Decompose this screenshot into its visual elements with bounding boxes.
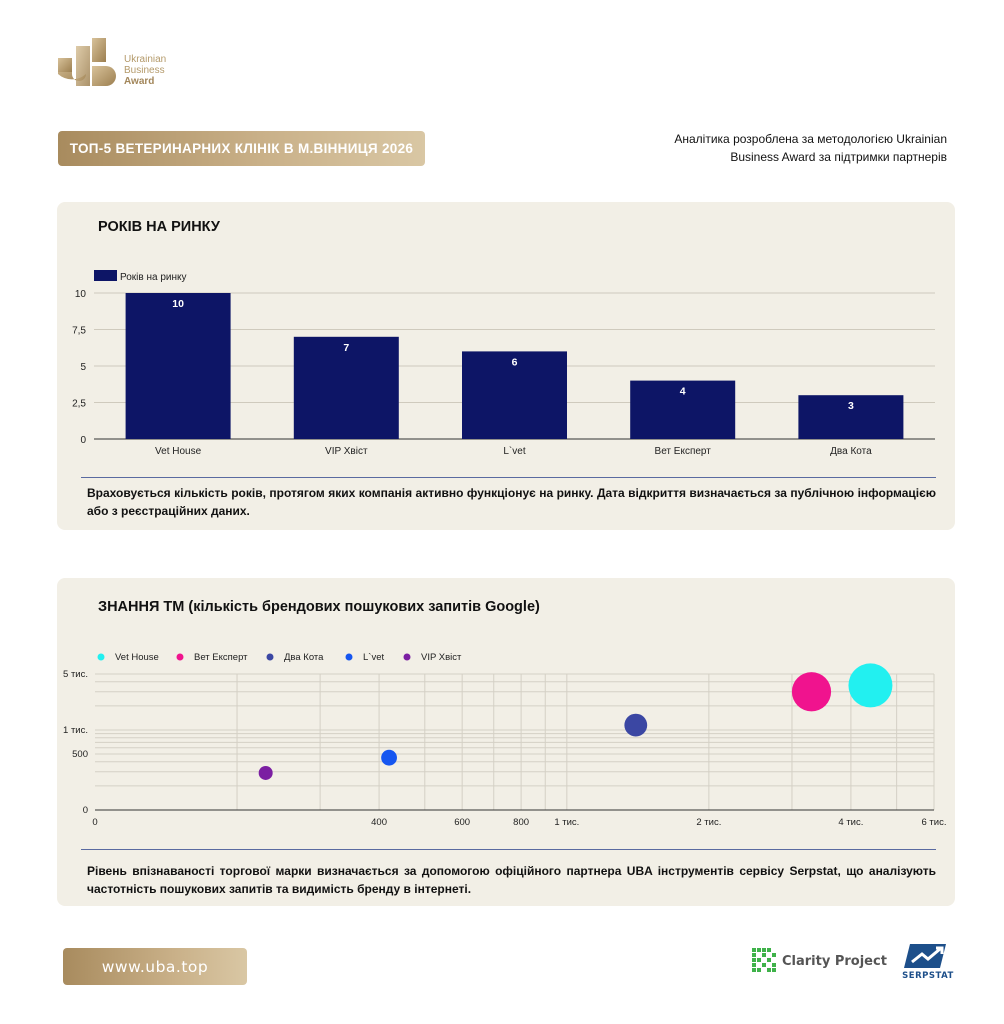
legend-label: Vet House [115,652,159,663]
brand-awareness-card: ЗНАННЯ ТМ (кількість брендових пошукових… [57,578,955,906]
y-tick-label: 1 тис. [63,725,88,736]
y-tick-label: 10 [75,289,87,300]
bar [293,336,399,439]
legend-label: Років на ринку [120,272,187,283]
bar-data-label: 6 [512,356,518,368]
legend-marker [403,653,411,661]
x-tick-label: L`vet [503,445,525,457]
legend-label: L`vet [363,652,384,663]
bar [462,351,567,439]
x-tick-label: 6 тис. [922,817,947,828]
years-chart-title: РОКІВ НА РИНКУ [98,219,220,235]
legend-marker [266,653,274,661]
bar [630,380,736,439]
uba-logo-mark [58,38,116,86]
x-tick-label: Vet House [155,446,202,457]
serpstat-chart-icon [904,944,946,968]
bar-data-label: 4 [680,386,686,398]
x-tick-label: 1 тис. [554,817,579,828]
x-tick-label: 400 [371,817,387,828]
logo-line-1: Ukrainian [124,54,167,65]
scatter-point [848,663,893,708]
logo-line-3: Award [124,76,155,87]
methodology-note: Аналітика розроблена за методологією Ukr… [674,132,947,164]
website-link[interactable]: www.uba.top [63,948,247,985]
clarity-grid-icon [752,948,776,972]
bar-data-label: 7 [343,342,349,354]
legend-swatch [94,270,117,281]
scatter-point [624,713,648,737]
legend-marker [345,653,353,661]
bar-data-label: 3 [848,400,854,412]
card-divider [81,477,936,478]
clarity-project-logo: Clarity Project [752,947,887,975]
legend-marker [97,653,105,661]
awareness-scatter-chart: 0 400 600 800 1 тис. 2 тис. 4 тис. 6 тис. 0 500 1 … [63,652,947,828]
years-chart-note: Враховується кількість років, протягом я… [87,486,936,518]
y-tick-label: 0 [83,805,88,816]
x-tick-label: 4 тис. [838,817,863,828]
years-bar-chart: 0 2,5 5 7,5 10 Років на ринку 10 Vet House 7 VIP … [72,270,935,457]
clarity-project-label: Clarity Project [782,953,887,969]
scatter-point [791,672,832,712]
y-tick-label: 5 тис. [63,669,88,680]
x-tick-label: 0 [92,817,97,828]
awareness-chart-title: ЗНАННЯ ТМ (кількість брендових пошукових… [98,599,540,615]
y-tick-label: 2,5 [72,399,86,410]
y-tick-label: 0 [80,435,86,446]
x-tick-label: VIP Хвіст [325,446,368,457]
years-on-market-card: РОКІВ НА РИНКУ 0 2,5 5 7,5 10 Років на ринку 1… [57,202,955,530]
y-tick-label: 5 [80,362,86,373]
card-divider [81,849,936,850]
legend-marker [176,653,184,661]
y-tick-label: 7,5 [72,326,86,337]
y-tick-label: 500 [72,749,88,760]
page-title: ТОП-5 ВЕТЕРИНАРНИХ КЛІНІК В М.ВІННИЦЯ 20… [58,131,425,166]
uba-logo: Ukrainian Business Award [56,36,196,92]
x-tick-label: 800 [513,817,529,828]
awareness-chart-note: Рівень впізнаваності торгової марки визн… [87,864,936,896]
bar [798,395,904,439]
logo-line-2: Business [124,65,165,76]
x-tick-label: 2 тис. [696,817,721,828]
scatter-point [258,765,273,780]
x-tick-label: Вет Експерт [655,446,712,457]
scatter-point [381,749,397,766]
legend-label: Два Кота [284,652,324,663]
bar [125,293,231,439]
legend-label: VIP Хвіст [421,652,462,663]
x-tick-label: 600 [454,817,470,828]
bar-data-label: 10 [172,298,184,310]
serpstat-label: SERPSTAT [902,971,954,981]
serpstat-logo: SERPSTAT [898,940,958,984]
x-tick-label: Два Кота [830,446,872,457]
legend-label: Вет Експерт [194,652,248,663]
